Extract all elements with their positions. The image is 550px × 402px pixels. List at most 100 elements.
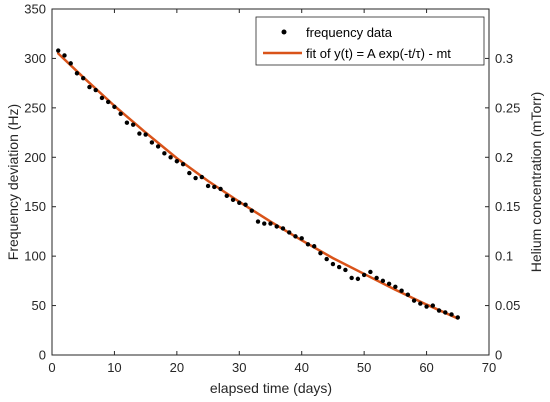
data-point <box>430 303 436 308</box>
y2-tick-label: 0.15 <box>495 199 520 214</box>
data-point <box>143 132 148 137</box>
data-point <box>149 140 155 145</box>
data-point <box>449 312 454 317</box>
y2-tick-label: 0 <box>495 348 502 363</box>
data-point <box>118 111 123 116</box>
data-point <box>180 162 186 167</box>
data-point <box>299 236 304 241</box>
data-point <box>293 234 298 239</box>
y2-axis-label: Helium concentration (mTorr) <box>528 92 544 273</box>
data-point <box>249 208 254 213</box>
y2-tick-label: 0.1 <box>495 249 513 264</box>
scatter-layer <box>56 48 460 320</box>
y-tick-label: 150 <box>24 199 46 214</box>
y2-tick-label: 0.3 <box>495 51 513 66</box>
data-point <box>280 226 286 231</box>
y-tick-label: 0 <box>39 348 46 363</box>
data-point <box>399 288 404 293</box>
data-point <box>386 281 392 287</box>
data-point <box>305 242 311 247</box>
x-tick-label: 20 <box>170 360 184 375</box>
y-tick-label: 50 <box>32 298 46 313</box>
data-point <box>87 84 92 90</box>
data-point <box>324 256 329 262</box>
data-point <box>205 183 211 189</box>
y-axis-label: Frequency deviation (Hz) <box>5 104 21 260</box>
data-point <box>199 174 205 180</box>
data-point <box>255 219 261 224</box>
data-point <box>174 159 180 164</box>
data-point <box>455 315 460 320</box>
legend-scatter-marker <box>281 29 287 35</box>
data-point <box>56 48 61 53</box>
y-tick-label: 350 <box>24 2 46 17</box>
x-tick-label: 40 <box>294 360 308 375</box>
x-axis-label: elapsed time (days) <box>210 380 332 396</box>
data-point <box>230 197 236 202</box>
data-point <box>443 310 448 315</box>
data-point <box>355 276 361 282</box>
data-point <box>193 175 198 181</box>
data-point <box>243 202 248 207</box>
fit-line-layer <box>56 52 460 320</box>
data-point <box>62 53 67 58</box>
data-point <box>68 61 73 66</box>
x-tick-label: 70 <box>482 360 496 375</box>
legend-fit-label: fit of y(t) = A exp(-t/τ) - mt <box>306 46 451 61</box>
legend: frequency data fit of y(t) = A exp(-t/τ)… <box>255 16 485 66</box>
data-point <box>436 308 442 313</box>
data-point <box>361 272 367 278</box>
data-point <box>262 221 267 226</box>
data-point <box>187 170 192 176</box>
data-point <box>237 200 242 205</box>
data-point <box>411 298 417 303</box>
data-point <box>137 131 142 136</box>
legend-box <box>255 16 485 66</box>
data-point <box>93 87 98 93</box>
data-point <box>274 224 279 229</box>
x-tick-label: 50 <box>357 360 371 375</box>
data-point <box>112 104 117 110</box>
data-point <box>130 122 136 127</box>
data-point <box>124 120 130 125</box>
data-point <box>336 264 342 270</box>
y-tick-label: 100 <box>24 249 46 264</box>
legend-scatter-label: frequency data <box>306 25 393 40</box>
x-tick-label: 60 <box>419 360 433 375</box>
data-point <box>318 250 323 256</box>
fit-line <box>56 52 460 320</box>
x-tick-label: 30 <box>232 360 246 375</box>
x-tick-label: 0 <box>48 360 55 375</box>
data-point <box>424 304 429 309</box>
data-point <box>212 184 217 190</box>
data-point <box>287 230 292 235</box>
data-point <box>380 278 386 284</box>
data-point <box>343 267 348 273</box>
y2-tick-label: 0.25 <box>495 100 520 115</box>
data-point <box>224 193 229 199</box>
ticks-layer: 0 10 20 30 40 50 60 7005010015020025030035000.0… <box>24 2 520 376</box>
data-point <box>368 269 373 275</box>
data-point <box>218 186 223 192</box>
data-point <box>155 144 161 149</box>
data-point <box>393 284 398 289</box>
y2-tick-label: 0.2 <box>495 150 513 165</box>
data-point <box>418 301 423 306</box>
y2-tick-label: 0.05 <box>495 298 520 313</box>
y-tick-label: 250 <box>24 100 46 115</box>
y-tick-label: 300 <box>24 51 46 66</box>
data-point <box>330 261 336 267</box>
data-point <box>81 76 86 81</box>
y-tick-label: 200 <box>24 150 46 165</box>
data-point <box>168 155 173 160</box>
data-point <box>105 99 111 105</box>
x-tick-label: 10 <box>107 360 121 375</box>
data-point <box>312 244 317 249</box>
plot-area <box>51 8 490 356</box>
data-point <box>74 71 80 76</box>
data-point <box>268 221 273 226</box>
data-point <box>349 275 354 281</box>
data-point <box>162 151 167 156</box>
data-point <box>99 95 105 101</box>
